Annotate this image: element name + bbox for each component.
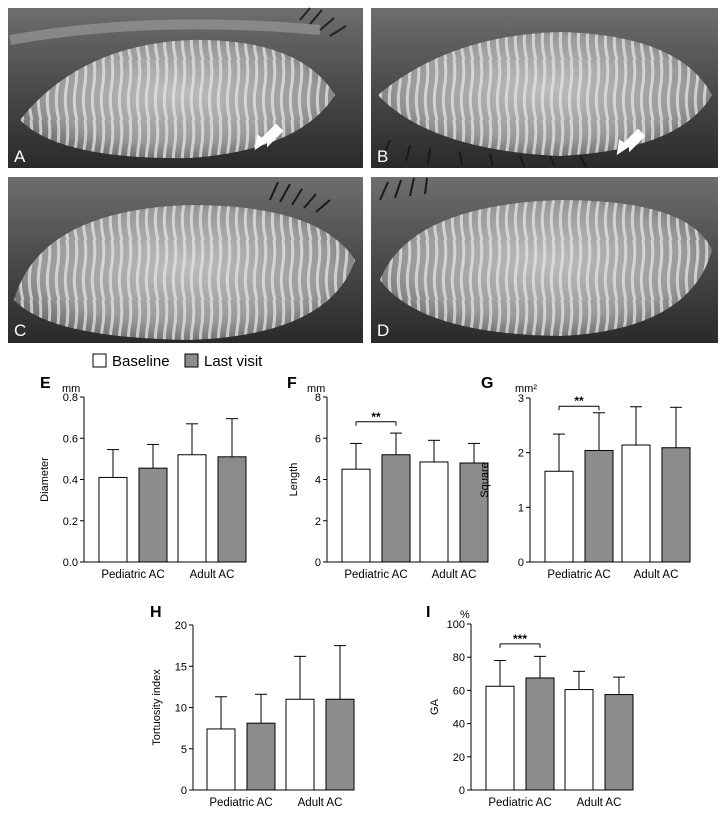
y-axis-label: GA (429, 698, 441, 715)
unit-label: % (460, 609, 470, 621)
chart-i: I % GA 0 20 40 60 80 100 Pediatric AC Adult AC *** (426, 604, 634, 809)
unit-label: mm² (515, 383, 537, 395)
y-tick-label: 4 (315, 475, 321, 487)
category-label: Adult AC (298, 797, 343, 809)
y-tick-label: 0 (459, 785, 465, 797)
panel-letter: H (150, 604, 162, 621)
y-tick-label: 6 (315, 433, 321, 445)
y-tick-label: 15 (175, 661, 187, 673)
bar-last-visit (325, 698, 355, 791)
y-tick-label: 0.4 (63, 475, 78, 487)
photo-letter: A (14, 147, 26, 166)
bar-baseline (485, 685, 515, 791)
y-tick-label: 1 (518, 502, 524, 514)
bar-last-visit (217, 456, 247, 563)
y-axis-label: Square (479, 462, 491, 497)
category-label: Adult AC (634, 569, 679, 581)
photo-a: A (8, 7, 363, 168)
bar-baseline (621, 444, 651, 563)
bar-baseline (341, 468, 371, 563)
y-tick-label: 10 (175, 703, 187, 715)
unit-label: mm (62, 383, 80, 395)
legend-label: Baseline (112, 353, 170, 370)
meibography-images: A B C D (8, 7, 718, 343)
bar-baseline (177, 454, 207, 563)
y-tick-label: 0.6 (63, 433, 78, 445)
y-tick-label: 0 (518, 557, 524, 569)
chart-h: H Tortuosity index 0 5 10 15 20 Pediatric AC Adu… (150, 604, 355, 809)
category-label: Pediatric AC (209, 797, 272, 809)
photo-b: B (371, 8, 718, 168)
y-tick-label: 8 (315, 392, 321, 404)
y-axis-label: Diameter (39, 457, 51, 502)
bar-last-visit (246, 722, 276, 791)
panel-letter: G (481, 375, 493, 392)
legend-swatch (92, 353, 107, 368)
category-label: Pediatric AC (101, 569, 164, 581)
y-tick-label: 0.0 (63, 557, 78, 569)
y-tick-label: 60 (453, 685, 465, 697)
panel-letter: I (426, 604, 430, 621)
category-label: Adult AC (190, 569, 235, 581)
y-tick-label: 5 (181, 744, 187, 756)
bar-baseline (419, 461, 449, 563)
significance-label: ** (574, 394, 584, 408)
bar-last-visit (525, 677, 555, 791)
category-label: Pediatric AC (547, 569, 610, 581)
legend-swatch (184, 353, 199, 368)
panel-letter: E (40, 375, 51, 392)
y-tick-label: 3 (518, 393, 524, 405)
y-tick-label: 20 (453, 752, 465, 764)
y-tick-label: 80 (453, 652, 465, 664)
bar-baseline (564, 689, 594, 791)
y-tick-label: 2 (315, 516, 321, 528)
photo-letter: D (377, 321, 389, 340)
y-tick-label: 100 (447, 619, 465, 631)
legend: Baseline Last visit (92, 353, 263, 370)
photo-c: C (8, 177, 363, 343)
legend-label: Last visit (204, 353, 263, 370)
arrow-icon (616, 128, 646, 156)
bar-last-visit (604, 694, 634, 791)
category-label: Pediatric AC (488, 797, 551, 809)
bar-last-visit (381, 454, 411, 563)
bar-baseline (98, 476, 128, 563)
bar-baseline (206, 728, 236, 791)
bar-last-visit (661, 447, 691, 563)
y-tick-label: 40 (453, 719, 465, 731)
photo-letter: C (14, 321, 26, 340)
category-label: Pediatric AC (344, 569, 407, 581)
bar-last-visit (584, 449, 614, 563)
bar-last-visit (459, 462, 489, 563)
arrow-icon (254, 123, 284, 151)
category-label: Adult AC (432, 569, 477, 581)
photo-letter: B (377, 147, 388, 166)
y-axis-label: Tortuosity index (151, 669, 163, 746)
y-tick-label: 0 (181, 785, 187, 797)
significance-label: *** (513, 632, 527, 646)
bar-baseline (544, 470, 574, 563)
category-label: Adult AC (577, 797, 622, 809)
y-tick-label: 20 (175, 620, 187, 632)
panel-letter: F (287, 375, 297, 392)
y-tick-label: 0 (315, 557, 321, 569)
y-tick-label: 0.2 (63, 516, 78, 528)
y-axis-label: Length (288, 463, 300, 497)
significance-label: ** (371, 410, 381, 424)
y-tick-label: 2 (518, 448, 524, 460)
photo-d: D (371, 177, 718, 343)
bar-baseline (285, 698, 315, 791)
bar-last-visit (138, 467, 168, 563)
y-tick-label: 0.8 (63, 392, 78, 404)
unit-label: mm (307, 383, 325, 395)
